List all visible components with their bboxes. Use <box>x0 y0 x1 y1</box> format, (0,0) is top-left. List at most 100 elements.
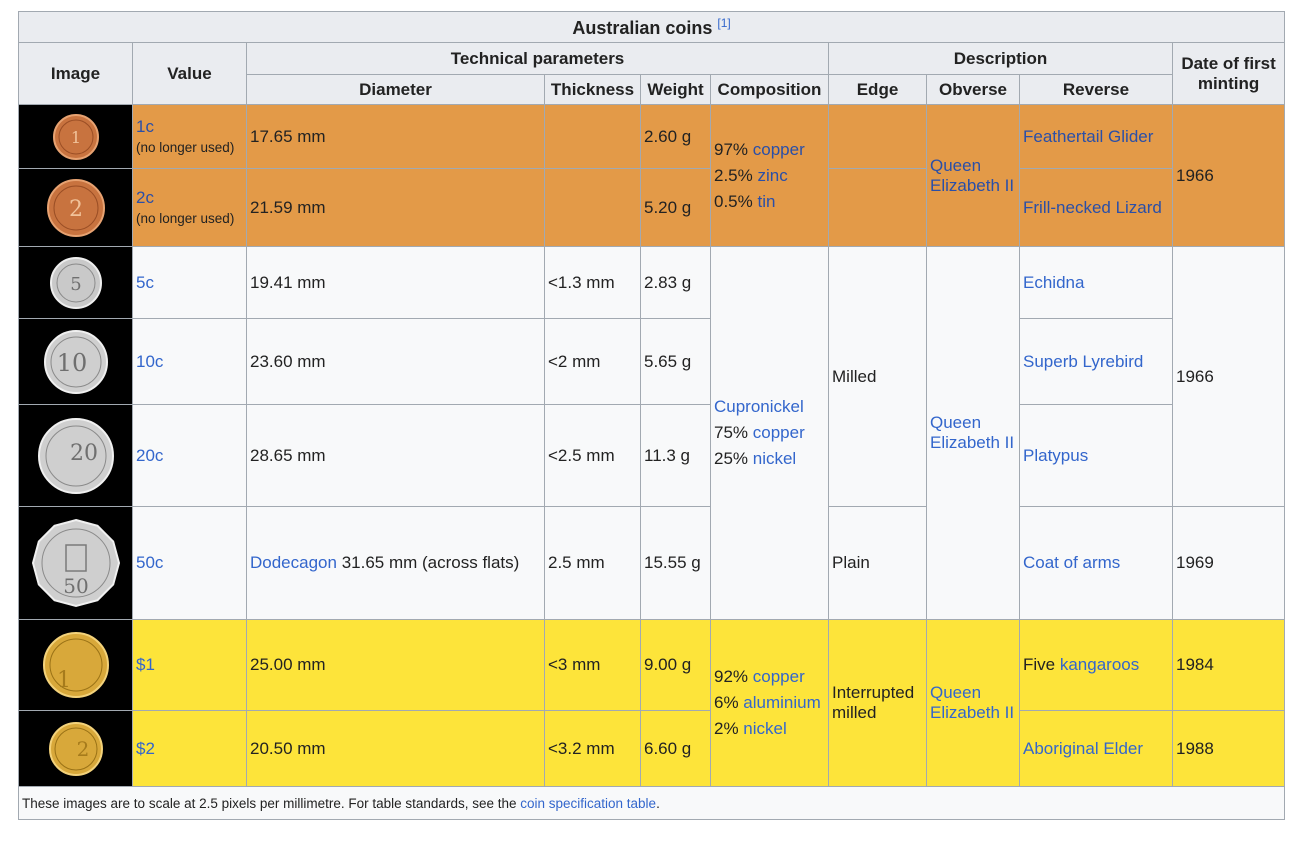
value-link-10c[interactable]: 10c <box>136 351 164 371</box>
table-row: 5 5c 19.41 mm <1.3 mm 2.83 g Cupronickel… <box>18 246 1286 620</box>
value-link-20c[interactable]: 20c <box>136 445 164 465</box>
diameter-cell: 20.50 mm <box>246 710 545 787</box>
composition-link-zinc[interactable]: zinc <box>757 165 788 185</box>
weight-cell: 5.20 g <box>640 168 711 247</box>
value-note: (no longer used) <box>136 139 235 155</box>
weight-cell: 9.00 g <box>640 619 711 711</box>
composition-pct: 2.5% <box>714 165 758 185</box>
value-link-2-dollar[interactable]: $2 <box>136 738 155 758</box>
composition-link-aluminium[interactable]: aluminium <box>743 693 821 712</box>
obverse-link-queen[interactable]: Queen Elizabeth II <box>930 155 1015 195</box>
dodecagon-link[interactable]: Dodecagon <box>250 553 337 572</box>
thickness-cell: <3 mm <box>544 619 641 711</box>
composition-link-copper[interactable]: copper <box>752 139 805 159</box>
value-link-2c[interactable]: 2c <box>136 187 154 207</box>
diameter-cell: 28.65 mm <box>246 404 545 507</box>
weight-cell: 15.55 g <box>640 506 711 620</box>
edge-cell <box>828 168 927 247</box>
coin-20c-icon: 20 <box>37 417 114 494</box>
australian-coins-table: Australian coins [1] Image Value Technic… <box>17 11 1286 820</box>
composition-link-tin[interactable]: tin <box>757 191 776 211</box>
value-cell: 50c <box>132 506 247 620</box>
obverse-cell-dollar: Queen Elizabeth II <box>926 619 1020 787</box>
reverse-cell: Coat of arms <box>1019 506 1173 620</box>
value-link-1-dollar[interactable]: $1 <box>136 655 155 674</box>
obverse-cell-bronze: Queen Elizabeth II <box>926 104 1020 247</box>
table-footer-note: These images are to scale at 2.5 pixels … <box>17 786 1286 820</box>
header-thickness: Thickness <box>544 74 641 105</box>
reverse-cell: Feathertail Glider <box>1019 104 1173 169</box>
composition-pct: 6% <box>714 693 744 712</box>
footer-end: . <box>656 795 660 811</box>
reverse-link-echidna[interactable]: Echidna <box>1023 272 1085 292</box>
coin-5c-numeral: 5 <box>70 274 81 295</box>
value-link-50c[interactable]: 50c <box>136 553 164 572</box>
weight-cell: 2.83 g <box>640 246 711 319</box>
edge-cell-milled: Milled <box>828 246 927 507</box>
value-cell: 10c <box>132 318 247 405</box>
weight-cell: 11.3 g <box>640 404 711 507</box>
edge-cell-interrupted-milled: Interrupted milled <box>828 619 927 787</box>
coin-1-dollar-icon: 1 <box>42 632 109 698</box>
value-cell: 20c <box>132 404 247 507</box>
reverse-link-kangaroos[interactable]: kangaroos <box>1059 655 1140 674</box>
header-obverse: Obverse <box>926 74 1020 105</box>
coin-50c-icon: 50 <box>31 518 121 608</box>
header-technical-parameters: Technical parameters <box>246 42 829 75</box>
composition-cell-bronze: 97% copper 2.5% zinc 0.5% tin <box>710 104 829 247</box>
diameter-cell: 25.00 mm <box>246 619 545 711</box>
reverse-link-coat-of-arms[interactable]: Coat of arms <box>1023 553 1121 572</box>
coin-5c-icon: 5 <box>49 256 102 309</box>
reverse-link-platypus[interactable]: Platypus <box>1023 445 1089 465</box>
coin-20c-numeral: 20 <box>70 441 98 466</box>
table-row: 2 2c (no longer used) 21.59 mm 5.20 g Fr… <box>18 168 1285 247</box>
table-row: 1 1c (no longer used) 17.65 mm 2.60 g 97… <box>18 104 1286 247</box>
thickness-cell: <1.3 mm <box>544 246 641 319</box>
reverse-link-superb-lyrebird[interactable]: Superb Lyrebird <box>1023 351 1144 371</box>
composition-link-cupronickel[interactable]: Cupronickel <box>714 397 804 416</box>
coin-specification-table-link[interactable]: coin specification table <box>520 795 657 811</box>
composition-pct: 92% <box>714 667 753 686</box>
date-cell: 1969 <box>1171 506 1286 620</box>
coin-2c-numeral: 2 <box>69 197 83 222</box>
diameter-cell: Dodecagon 31.65 mm (across flats) <box>246 506 545 620</box>
value-link-5c[interactable]: 5c <box>136 272 154 292</box>
header-reverse: Reverse <box>1019 74 1173 105</box>
reverse-cell: Superb Lyrebird <box>1019 318 1173 405</box>
diameter-cell: 19.41 mm <box>246 246 545 319</box>
reverse-link-feathertail-glider[interactable]: Feathertail Glider <box>1023 126 1154 146</box>
reverse-link-frill-necked-lizard[interactable]: Frill-necked Lizard <box>1023 197 1162 217</box>
weight-cell: 6.60 g <box>640 710 711 787</box>
coin-image-1-dollar: 1 <box>18 619 133 711</box>
caption-reference-link[interactable]: [1] <box>717 15 731 30</box>
coin-10c-icon: 10 <box>43 329 108 394</box>
weight-cell: 2.60 g <box>640 104 711 169</box>
reverse-cell: Aboriginal Elder <box>1019 710 1173 787</box>
header-value: Value <box>132 42 247 105</box>
value-note: (no longer used) <box>136 210 235 226</box>
coin-2-dollar-numeral: 2 <box>76 737 89 761</box>
obverse-link-queen[interactable]: Queen Elizabeth II <box>930 683 1015 722</box>
composition-pct: 0.5% <box>714 191 758 211</box>
composition-link-copper[interactable]: copper <box>752 667 805 686</box>
date-cell-cupronickel: 1966 <box>1171 246 1286 507</box>
thickness-cell <box>544 104 641 169</box>
composition-link-nickel[interactable]: nickel <box>743 719 787 738</box>
thickness-cell: <2 mm <box>544 318 641 405</box>
coin-10c-numeral: 10 <box>56 349 87 377</box>
value-link-1c[interactable]: 1c <box>136 116 154 136</box>
header-description: Description <box>828 42 1173 75</box>
composition-link-copper[interactable]: copper <box>752 423 805 442</box>
header-image: Image <box>18 42 133 105</box>
table-row: 50 50c Dodecagon 31.65 mm (across flats)… <box>18 506 1286 620</box>
composition-cell-dollar: 92% copper 6% aluminium 2% nickel <box>710 619 829 787</box>
reverse-link-aboriginal-elder[interactable]: Aboriginal Elder <box>1023 738 1144 758</box>
table-row: 10 10c 23.60 mm <2 mm 5.65 g Superb Lyre… <box>18 318 1285 405</box>
obverse-link-queen[interactable]: Queen Elizabeth II <box>930 413 1015 452</box>
coin-image-5c: 5 <box>18 246 133 319</box>
reverse-cell: Five kangaroos <box>1019 619 1173 711</box>
table-row: 2 $2 20.50 mm <3.2 mm 6.60 g Aboriginal … <box>18 710 1286 787</box>
edge-cell-plain: Plain <box>828 506 927 620</box>
composition-link-nickel[interactable]: nickel <box>752 449 797 468</box>
diameter-cell: 17.65 mm <box>246 104 545 169</box>
